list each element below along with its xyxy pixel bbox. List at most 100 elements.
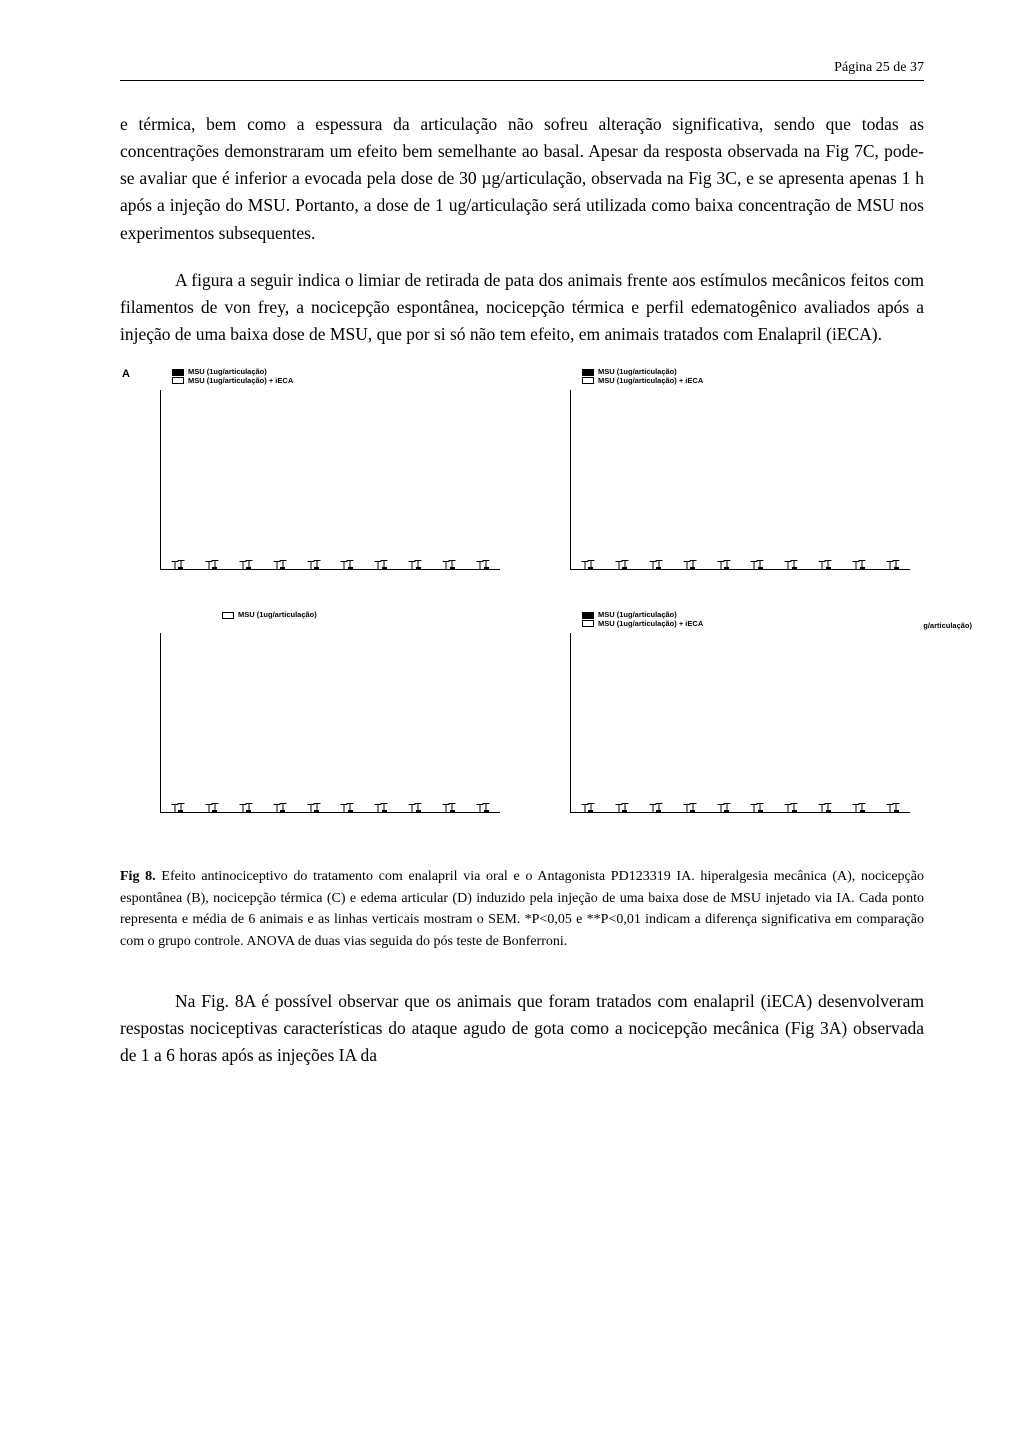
bar-open xyxy=(212,810,217,812)
bar-group xyxy=(195,567,229,569)
bar-open xyxy=(280,810,285,812)
bar-open xyxy=(690,810,695,812)
bar-open xyxy=(588,810,593,812)
bar-open xyxy=(622,567,627,569)
bar-group xyxy=(774,567,808,569)
bar-open xyxy=(792,567,797,569)
bar-open xyxy=(450,810,455,812)
plot-C xyxy=(160,633,500,813)
bar-group xyxy=(466,810,500,812)
legend-text-2: MSU (1ug/articulação) + iECA xyxy=(188,377,293,386)
bar-open xyxy=(860,567,865,569)
bar-open xyxy=(212,567,217,569)
legend-text-2: MSU (1ug/articulação) + iECA xyxy=(598,620,703,629)
plot-A xyxy=(160,390,500,570)
bar-open xyxy=(246,810,251,812)
caption-text: Efeito antinociceptivo do tratamento com… xyxy=(120,869,924,949)
bar-open xyxy=(416,810,421,812)
legend-swatch-open xyxy=(582,377,594,384)
bar-group xyxy=(774,810,808,812)
bar-group xyxy=(229,567,263,569)
bar-open xyxy=(894,567,899,569)
legend-extra: g/articulação) xyxy=(923,621,972,630)
panel-A: A MSU (1ug/articulação) MSU (1ug/articul… xyxy=(122,368,512,593)
bar-open xyxy=(622,810,627,812)
bar-group xyxy=(364,810,398,812)
bar-open xyxy=(826,810,831,812)
bar-open xyxy=(484,810,489,812)
bar-group xyxy=(466,567,500,569)
bar-group xyxy=(605,810,639,812)
bar-group xyxy=(263,567,297,569)
bar-open xyxy=(588,567,593,569)
bar-open xyxy=(246,567,251,569)
bar-group xyxy=(571,810,605,812)
bar-group xyxy=(432,810,466,812)
bar-group xyxy=(639,567,673,569)
bar-open xyxy=(656,810,661,812)
bar-group xyxy=(741,567,775,569)
panel-letter-A: A xyxy=(122,368,130,380)
bar-group xyxy=(161,810,195,812)
bar-group xyxy=(639,810,673,812)
plot-B xyxy=(570,390,910,570)
bar-group xyxy=(398,567,432,569)
bar-open xyxy=(690,567,695,569)
bar-group xyxy=(263,810,297,812)
legend-B: MSU (1ug/articulação) MSU (1ug/articulaç… xyxy=(582,368,703,385)
figure-8: A MSU (1ug/articulação) MSU (1ug/articul… xyxy=(122,368,922,836)
bar-open xyxy=(724,810,729,812)
bar-group xyxy=(331,567,365,569)
paragraph-2: A figura a seguir indica o limiar de ret… xyxy=(120,267,924,348)
bar-group xyxy=(432,567,466,569)
panel-D: MSU (1ug/articulação) MSU (1ug/articulaç… xyxy=(532,611,922,836)
legend-A: MSU (1ug/articulação) MSU (1ug/articulaç… xyxy=(172,368,293,385)
bar-group xyxy=(808,567,842,569)
legend-C: MSU (1ug/articulação) xyxy=(222,611,317,620)
bar-group xyxy=(741,810,775,812)
bar-open xyxy=(758,567,763,569)
paragraph-1: e térmica, bem como a espessura da artic… xyxy=(120,111,924,247)
bar-group xyxy=(673,810,707,812)
bar-open xyxy=(860,810,865,812)
bar-open xyxy=(382,810,387,812)
page-header: Página 25 de 37 xyxy=(120,60,924,81)
bar-open xyxy=(826,567,831,569)
panel-B: MSU (1ug/articulação) MSU (1ug/articulaç… xyxy=(532,368,922,593)
bar-group xyxy=(229,810,263,812)
plot-D xyxy=(570,633,910,813)
legend-swatch-open xyxy=(172,377,184,384)
bar-group xyxy=(331,810,365,812)
bar-open xyxy=(416,567,421,569)
bar-group xyxy=(673,567,707,569)
bar-group xyxy=(398,810,432,812)
bar-group xyxy=(842,567,876,569)
bar-open xyxy=(656,567,661,569)
bar-open xyxy=(758,810,763,812)
bar-open xyxy=(724,567,729,569)
bar-open xyxy=(178,810,183,812)
bar-group xyxy=(571,567,605,569)
legend-swatch-open xyxy=(222,612,234,619)
bar-group xyxy=(297,567,331,569)
bar-group xyxy=(297,810,331,812)
panel-C: MSU (1ug/articulação) xyxy=(122,611,512,836)
bar-open xyxy=(348,810,353,812)
bar-open xyxy=(894,810,899,812)
caption-bold: Fig 8. xyxy=(120,869,156,884)
bar-open xyxy=(792,810,797,812)
bar-group xyxy=(707,810,741,812)
bar-open xyxy=(348,567,353,569)
legend-D: MSU (1ug/articulação) MSU (1ug/articulaç… xyxy=(582,611,703,628)
legend-text-1: MSU (1ug/articulação) xyxy=(238,611,317,620)
legend-text-2: MSU (1ug/articulação) + iECA xyxy=(598,377,703,386)
bar-group xyxy=(161,567,195,569)
bar-group xyxy=(195,810,229,812)
figure-caption: Fig 8. Efeito antinociceptivo do tratame… xyxy=(120,866,924,953)
bar-open xyxy=(484,567,489,569)
bar-open xyxy=(314,567,319,569)
bar-group xyxy=(808,810,842,812)
bar-open xyxy=(314,810,319,812)
bar-group xyxy=(605,567,639,569)
bar-group xyxy=(842,810,876,812)
